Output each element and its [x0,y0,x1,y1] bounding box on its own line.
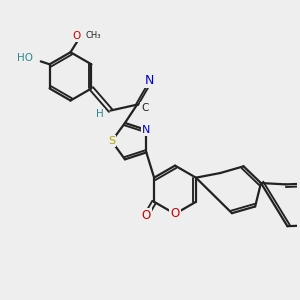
Text: H: H [96,109,104,119]
Text: CH₃: CH₃ [86,31,101,40]
Text: O: O [170,207,180,220]
Text: N: N [144,74,154,88]
Text: O: O [141,209,151,222]
Text: S: S [108,136,115,146]
Text: HO: HO [17,53,33,63]
Text: N: N [142,125,151,135]
Text: C: C [141,103,148,112]
Text: O: O [73,31,81,41]
